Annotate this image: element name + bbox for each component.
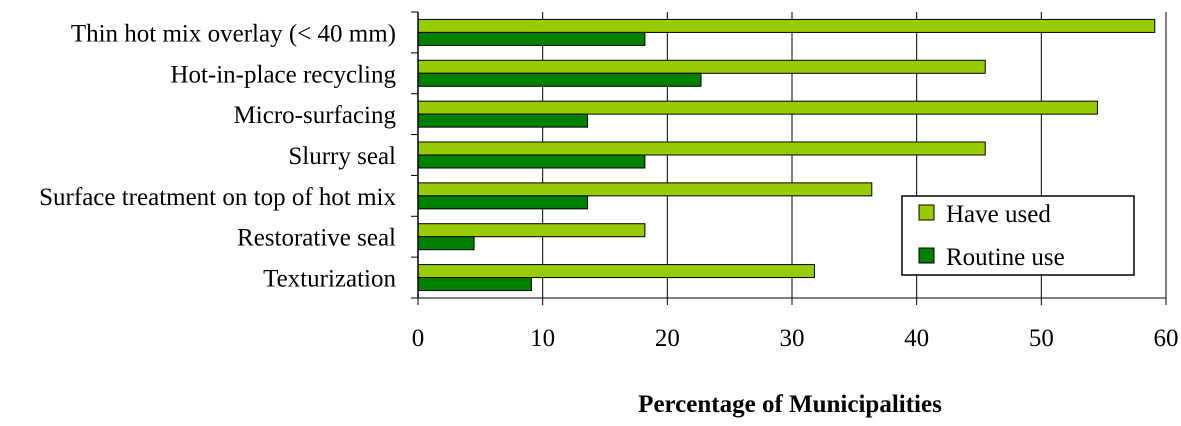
tick-labels: 0 10 20 30 40 50 60 [412, 325, 1179, 352]
bar-have-used [417, 223, 646, 238]
bar-routine-use [417, 31, 646, 46]
axes [411, 11, 1167, 305]
legend-label-have-used: Have used [946, 201, 1051, 228]
category-label: Texturization [263, 266, 396, 293]
x-tick-label: 30 [780, 325, 805, 352]
x-axis-title: Percentage of Municipalities [638, 391, 942, 418]
category-label: Hot-in-place recycling [170, 61, 396, 88]
bar-routine-use [417, 195, 589, 210]
bar-routine-use [417, 72, 702, 87]
category-label: Thin hot mix overlay (< 40 mm) [71, 20, 396, 47]
x-tick-label: 0 [412, 325, 425, 352]
x-tick-label: 50 [1029, 325, 1054, 352]
legend-swatch-have-used [918, 204, 935, 221]
x-tick-label: 60 [1154, 325, 1179, 352]
category-label: Slurry seal [288, 143, 396, 170]
bar-routine-use [417, 113, 589, 128]
legend-swatch-routine-use [918, 247, 935, 264]
category-label: Restorative seal [237, 225, 396, 252]
category-label: Micro-surfacing [234, 102, 397, 129]
x-tick-label: 10 [530, 325, 555, 352]
bar-have-used [417, 141, 986, 156]
x-tick-label: 20 [655, 325, 680, 352]
bar-routine-use [417, 236, 475, 251]
bar-routine-use [417, 154, 646, 169]
bar-have-used [417, 18, 1156, 33]
bar-have-used [417, 100, 1098, 115]
bar-routine-use [417, 277, 532, 292]
x-tick-label: 40 [904, 325, 929, 352]
bar-have-used [417, 182, 873, 197]
legend-box [901, 195, 1135, 276]
category-label: Surface treatment on top of hot mix [39, 184, 396, 211]
bar-have-used [417, 264, 815, 279]
legend-label-routine-use: Routine use [946, 244, 1065, 271]
legend: Have used Routine use [901, 195, 1135, 276]
category-labels: Thin hot mix overlay (< 40 mm) Hot-in-pla… [39, 20, 396, 292]
bar-have-used [417, 59, 986, 74]
